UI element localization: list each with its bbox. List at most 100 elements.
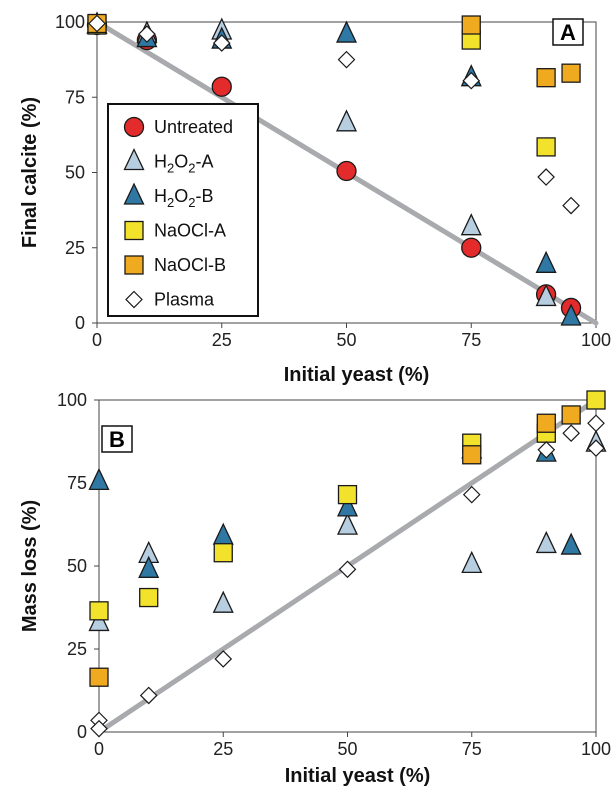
data-point-naocla — [139, 587, 159, 608]
data-point-plasma — [212, 34, 231, 52]
data-point-plasma — [338, 560, 357, 579]
x-tick-label: 75 — [461, 330, 481, 350]
panel-label-box — [552, 18, 584, 46]
legend-label: NaOCl-A — [154, 221, 226, 241]
data-point-naocla — [89, 601, 109, 621]
data-point-h2o2b — [560, 532, 582, 555]
series-h2o2a — [88, 429, 607, 632]
data-point-naocla — [586, 390, 606, 410]
data-point-plasma — [537, 440, 556, 459]
data-point-naocla — [337, 484, 358, 505]
panel-label: B — [109, 427, 125, 452]
series-naoclb — [87, 13, 581, 88]
data-point-h2o2b — [535, 250, 557, 273]
legend-item-naoclb: NaOCl-B — [124, 255, 226, 275]
data-point-naoclb — [561, 405, 581, 425]
panel-a: 0 25 50 75 100 0 25 50 75 100 Initial yeast (%) Fin… — [19, 11, 611, 386]
y-axis-label: Mass loss (%) — [19, 500, 41, 632]
x-axis-label: Initial yeast (%) — [285, 765, 431, 787]
data-point-h2o2b — [138, 555, 160, 578]
data-point-naoclb — [536, 413, 556, 433]
data-point-plasma — [587, 414, 605, 433]
data-point-plasma — [587, 439, 605, 457]
series-naoclb — [89, 405, 581, 687]
legend-item-naocla: NaOCl-A — [124, 220, 226, 241]
x-tick-label: 0 — [92, 330, 102, 350]
data-point-plasma — [88, 14, 106, 33]
y-tick-label: 100 — [55, 12, 85, 32]
y-tick-label: 0 — [77, 722, 87, 742]
x-axis-label: Initial yeast (%) — [284, 364, 430, 386]
legend-marker-h2o2b — [123, 182, 145, 205]
legend-label: H2O2-A — [154, 152, 213, 176]
data-point-untreated — [336, 160, 357, 182]
x-tick-label: 0 — [94, 739, 104, 759]
panel-label: A — [560, 20, 576, 45]
data-point-untreated — [211, 76, 232, 97]
legend-item-h2o2b: H2O2-B — [123, 182, 213, 210]
data-point-plasma — [214, 650, 233, 668]
data-point-plasma — [138, 25, 156, 43]
legend-label: H2O2-B — [154, 186, 213, 210]
data-point-plasma — [462, 485, 481, 504]
legend-item-h2o2a: H2O2-A — [123, 147, 213, 176]
data-point-h2o2a — [212, 590, 234, 613]
y-tick-label: 50 — [65, 163, 85, 183]
data-point-plasma — [562, 196, 580, 215]
data-point-naoclb — [89, 667, 109, 687]
data-point-h2o2b — [88, 467, 110, 490]
panel-b: 0 25 50 75 100 0 25 50 75 100 Initial yeast (%) Mas… — [19, 390, 611, 787]
data-point-h2o2a — [460, 213, 482, 236]
data-point-naocla — [213, 543, 233, 563]
y-tick-label: 0 — [75, 313, 85, 333]
series-plasma — [90, 414, 605, 738]
legend-marker-untreated — [123, 116, 145, 138]
x-tick-label: 25 — [212, 330, 232, 350]
data-point-h2o2b — [560, 303, 582, 326]
legend-item-untreated: Untreated — [123, 116, 233, 138]
data-point-h2o2a — [461, 550, 483, 573]
legend-label: Untreated — [154, 117, 233, 137]
x-tick-label: 100 — [581, 330, 611, 350]
data-point-h2o2b — [336, 494, 359, 517]
y-tick-label: 25 — [67, 639, 87, 659]
data-point-plasma — [139, 686, 158, 705]
data-point-plasma — [562, 424, 580, 443]
data-point-h2o2a — [335, 109, 358, 132]
y-tick-label: 100 — [57, 390, 87, 410]
legend-item-plasma: Plasma — [125, 290, 215, 310]
y-tick-label: 75 — [65, 87, 85, 107]
y-tick-label: 25 — [65, 238, 85, 258]
x-tick-label: 100 — [581, 739, 611, 759]
data-point-naoclb — [561, 63, 581, 83]
data-point-plasma — [462, 71, 481, 90]
legend-label: NaOCl-B — [154, 255, 226, 275]
x-tick-label: 25 — [213, 739, 233, 759]
data-point-naocla — [536, 137, 556, 157]
data-point-plasma — [537, 168, 555, 186]
legend-marker-h2o2a — [123, 147, 145, 171]
legend-marker-plasma — [125, 290, 143, 309]
data-point-h2o2a — [535, 530, 557, 554]
y-axis-label: Final calcite (%) — [19, 97, 41, 248]
x-tick-label: 50 — [337, 739, 357, 759]
y-tick-label: 75 — [67, 473, 87, 493]
x-tick-label: 50 — [336, 330, 356, 350]
legend-label: Plasma — [154, 290, 215, 310]
legend: Untreated H2O2-A H2O2-B NaOCl-A NaOCl-B Plasm… — [107, 103, 259, 317]
data-point-h2o2b — [212, 522, 234, 545]
y-tick-label: 50 — [67, 556, 87, 576]
data-point-naoclb — [536, 68, 556, 88]
series-plasma — [88, 14, 580, 215]
data-point-naoclb — [462, 445, 482, 465]
data-point-naoclb — [461, 15, 481, 35]
legend-marker-naocla — [124, 220, 144, 241]
data-point-h2o2a — [336, 512, 359, 535]
legend-marker-naoclb — [124, 255, 144, 275]
panel-label-box — [101, 425, 133, 453]
data-point-plasma — [90, 719, 108, 738]
x-tick-label: 75 — [462, 739, 482, 759]
legend-box — [107, 103, 259, 317]
data-point-h2o2b — [335, 20, 358, 43]
